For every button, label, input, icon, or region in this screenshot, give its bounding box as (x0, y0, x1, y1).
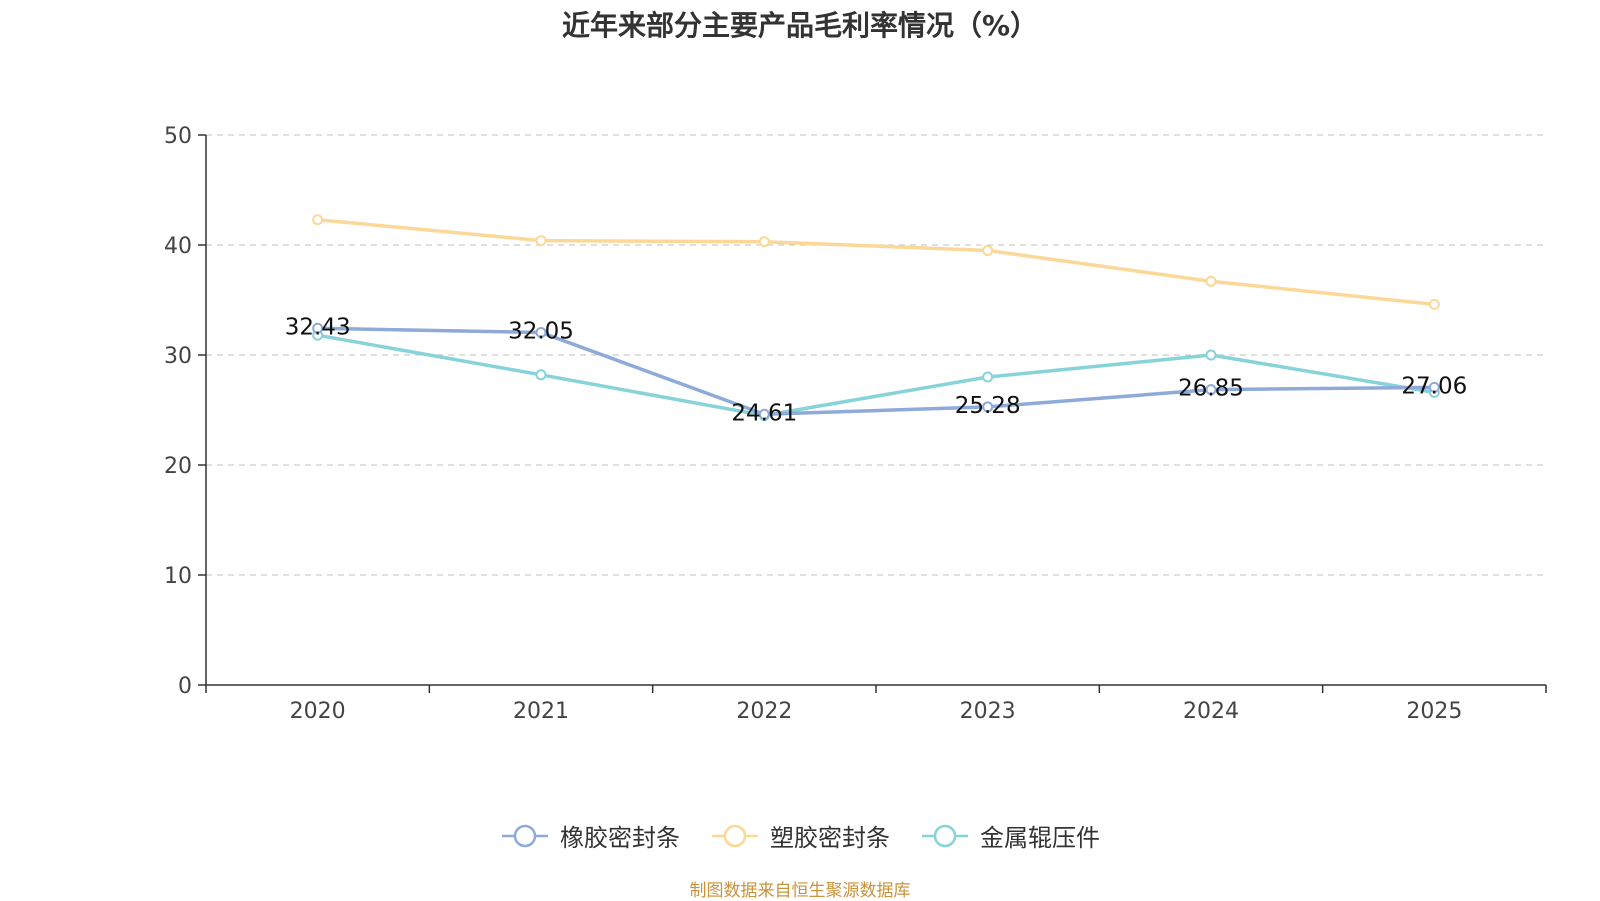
legend-label: 橡胶密封条 (560, 824, 680, 852)
data-point (1428, 298, 1440, 310)
y-tick-label: 20 (164, 454, 192, 479)
data-point (1205, 275, 1217, 287)
data-point (1205, 384, 1217, 396)
data-point (535, 235, 547, 247)
x-tick-label: 2025 (1406, 699, 1462, 724)
data-point (982, 371, 994, 383)
data-point (535, 369, 547, 381)
chart-title: 近年来部分主要产品毛利率情况（%） (561, 9, 1039, 42)
legend-item-rubber-seal[interactable]: 橡胶密封条 (500, 818, 680, 853)
data-point (758, 236, 770, 248)
x-tick-label: 2023 (960, 699, 1016, 724)
y-tick-label: 0 (178, 674, 192, 699)
x-tick-label: 2021 (513, 699, 569, 724)
data-label: 25.28 (955, 393, 1021, 419)
x-tick-label: 2020 (290, 699, 346, 724)
y-tick-label: 50 (164, 124, 192, 149)
y-tick-label: 40 (164, 234, 192, 259)
data-label: 32.43 (285, 314, 351, 340)
series-line-1 (317, 217, 1435, 307)
legend-label: 塑胶密封条 (770, 824, 890, 852)
series-line-0 (317, 326, 1435, 417)
legend: 橡胶密封条 塑胶密封条 金属辊压件 (0, 818, 1600, 853)
x-tick-label: 2024 (1183, 699, 1239, 724)
legend-marker-icon (712, 824, 758, 847)
series-line-2 (317, 333, 1435, 418)
y-tick-label: 10 (164, 564, 192, 589)
legend-item-plastic-seal[interactable]: 塑胶密封条 (710, 818, 890, 853)
data-point (982, 245, 994, 256)
data-point (982, 401, 994, 413)
data-label: 32.05 (508, 318, 574, 344)
legend-label: 金属辊压件 (980, 824, 1100, 852)
data-point (535, 326, 547, 338)
x-tick-label: 2022 (736, 699, 792, 724)
data-label: 26.85 (1178, 376, 1244, 402)
source-note: 制图数据来自恒生聚源数据库 (689, 881, 911, 901)
line-chart: 0 10 20 30 40 50 2020 2021 2022 2023 2024 2025 32.43… (164, 124, 1547, 724)
data-point (312, 214, 324, 226)
legend-marker-icon (922, 824, 968, 847)
legend-marker-icon (502, 824, 548, 847)
data-point (1205, 349, 1217, 361)
data-point (758, 408, 770, 420)
y-tick-label: 30 (164, 344, 192, 369)
data-point (1428, 381, 1440, 393)
data-label: 24.61 (731, 400, 797, 426)
data-label: 27.06 (1401, 373, 1467, 399)
legend-item-metal-roll[interactable]: 金属辊压件 (920, 818, 1100, 853)
data-point (312, 322, 324, 334)
